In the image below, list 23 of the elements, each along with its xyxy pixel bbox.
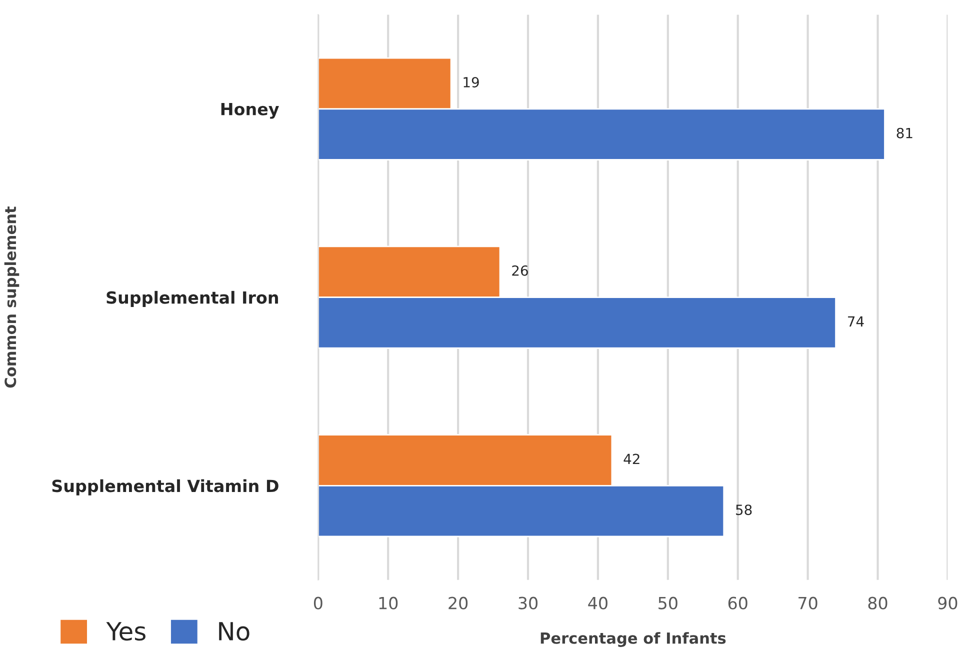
data-label: 42 [624, 454, 640, 464]
data-label: 26 [512, 265, 528, 276]
legend-label: Yes [106, 622, 146, 641]
x-tick-label: 80 [868, 596, 888, 610]
x-tick-label: 0 [314, 596, 322, 610]
y-tick-label: Supplemental Vitamin D [52, 479, 278, 496]
x-tick-label: 70 [798, 596, 818, 610]
data-label: 58 [736, 504, 752, 516]
x-tick-label: 10 [379, 596, 398, 610]
legend-label: No [219, 622, 250, 641]
x-tick-label: 50 [658, 596, 678, 610]
y-tick-label: Honey [221, 103, 279, 119]
y-tick-label: Supplemental Iron [106, 290, 278, 308]
data-label: 81 [896, 128, 912, 138]
x-tick-label: 90 [938, 596, 958, 610]
data-label: 19 [464, 76, 479, 88]
x-tick-label: 40 [588, 596, 608, 610]
y-axis-title: Common supplement [4, 206, 20, 388]
x-tick-label: 20 [448, 596, 468, 610]
x-axis-title: Percentage of Infants [540, 632, 726, 647]
x-tick-label: 30 [518, 596, 538, 610]
x-tick-label: 60 [728, 596, 748, 610]
data-label: 74 [848, 316, 864, 327]
